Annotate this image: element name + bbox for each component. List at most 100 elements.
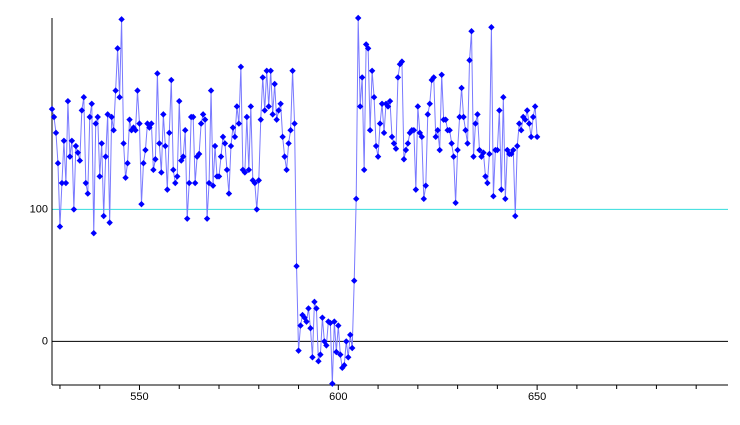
data-point xyxy=(247,103,255,110)
data-point xyxy=(178,157,185,164)
data-point xyxy=(233,103,241,110)
data-point xyxy=(472,120,479,127)
data-point xyxy=(458,84,465,92)
data-point xyxy=(313,305,320,312)
data-point xyxy=(114,45,121,52)
data-point xyxy=(476,146,483,154)
data-point xyxy=(319,314,326,321)
data-point xyxy=(58,179,66,187)
data-point xyxy=(343,338,350,345)
data-point xyxy=(138,200,145,208)
data-point xyxy=(66,153,74,160)
data-point xyxy=(273,116,280,123)
data-point xyxy=(189,113,197,121)
data-point xyxy=(382,100,390,108)
data-point xyxy=(510,146,517,154)
data-point xyxy=(271,80,278,88)
data-point xyxy=(366,127,374,134)
data-point xyxy=(108,113,115,121)
data-point xyxy=(307,325,314,332)
data-point xyxy=(527,133,535,141)
data-point xyxy=(50,113,58,121)
data-point xyxy=(317,351,324,358)
data-point xyxy=(118,16,125,23)
data-point xyxy=(305,305,312,312)
data-point xyxy=(48,105,56,113)
data-point xyxy=(201,116,209,123)
data-point xyxy=(162,142,169,150)
data-point xyxy=(269,111,276,118)
data-point xyxy=(488,24,495,31)
data-point xyxy=(142,146,149,154)
data-point xyxy=(412,186,420,193)
data-point xyxy=(525,120,533,127)
data-point xyxy=(482,173,489,180)
data-point xyxy=(219,133,227,141)
data-point xyxy=(418,133,426,141)
data-point xyxy=(514,142,521,150)
data-point xyxy=(134,87,141,94)
data-point xyxy=(464,140,471,147)
data-point xyxy=(315,358,322,365)
data-point xyxy=(329,380,336,387)
data-point xyxy=(263,67,270,75)
data-point xyxy=(434,127,441,134)
data-point xyxy=(424,111,431,118)
data-point xyxy=(225,190,233,197)
data-point xyxy=(426,100,433,108)
data-point xyxy=(430,74,437,81)
data-point xyxy=(287,127,294,134)
data-point xyxy=(255,177,262,184)
data-point xyxy=(172,179,179,187)
data-point xyxy=(374,153,382,160)
data-point xyxy=(223,166,231,174)
data-point xyxy=(136,120,143,127)
data-point xyxy=(351,277,358,284)
series-line xyxy=(51,17,538,384)
data-point xyxy=(221,140,229,147)
data-point xyxy=(450,153,457,160)
data-point xyxy=(68,137,76,144)
data-point xyxy=(148,120,155,127)
data-point xyxy=(529,113,537,121)
data-point xyxy=(174,173,181,180)
data-point xyxy=(78,107,86,114)
data-point xyxy=(126,116,133,123)
data-point xyxy=(231,133,239,141)
data-point xyxy=(120,140,127,147)
data-point xyxy=(64,97,72,105)
data-point xyxy=(358,74,366,81)
data-point xyxy=(211,142,219,150)
data-point xyxy=(203,215,211,222)
data-point xyxy=(62,179,70,187)
data-point xyxy=(311,298,318,306)
data-point xyxy=(380,129,388,137)
data-point xyxy=(474,111,481,118)
data-point xyxy=(140,160,147,167)
data-point xyxy=(132,127,139,134)
data-point xyxy=(82,179,89,187)
data-point xyxy=(227,142,235,150)
data-point xyxy=(468,28,475,35)
data-point xyxy=(378,100,386,108)
data-point xyxy=(164,186,171,193)
data-point xyxy=(354,14,362,22)
data-point xyxy=(207,87,215,94)
data-point xyxy=(72,142,80,150)
data-point xyxy=(420,195,427,203)
data-point xyxy=(96,173,103,180)
data-point xyxy=(470,153,477,160)
data-point xyxy=(283,166,290,174)
x-tick-label: 550 xyxy=(130,391,148,403)
data-point xyxy=(176,97,183,105)
data-point xyxy=(353,195,360,203)
data-point xyxy=(251,179,258,187)
data-point xyxy=(102,153,109,160)
data-point xyxy=(531,103,539,110)
data-point xyxy=(533,133,541,141)
x-tick-label: 600 xyxy=(329,391,347,403)
data-point xyxy=(267,67,274,75)
y-tick-label: 0 xyxy=(42,335,48,347)
data-point xyxy=(384,103,392,110)
data-point xyxy=(390,140,398,147)
